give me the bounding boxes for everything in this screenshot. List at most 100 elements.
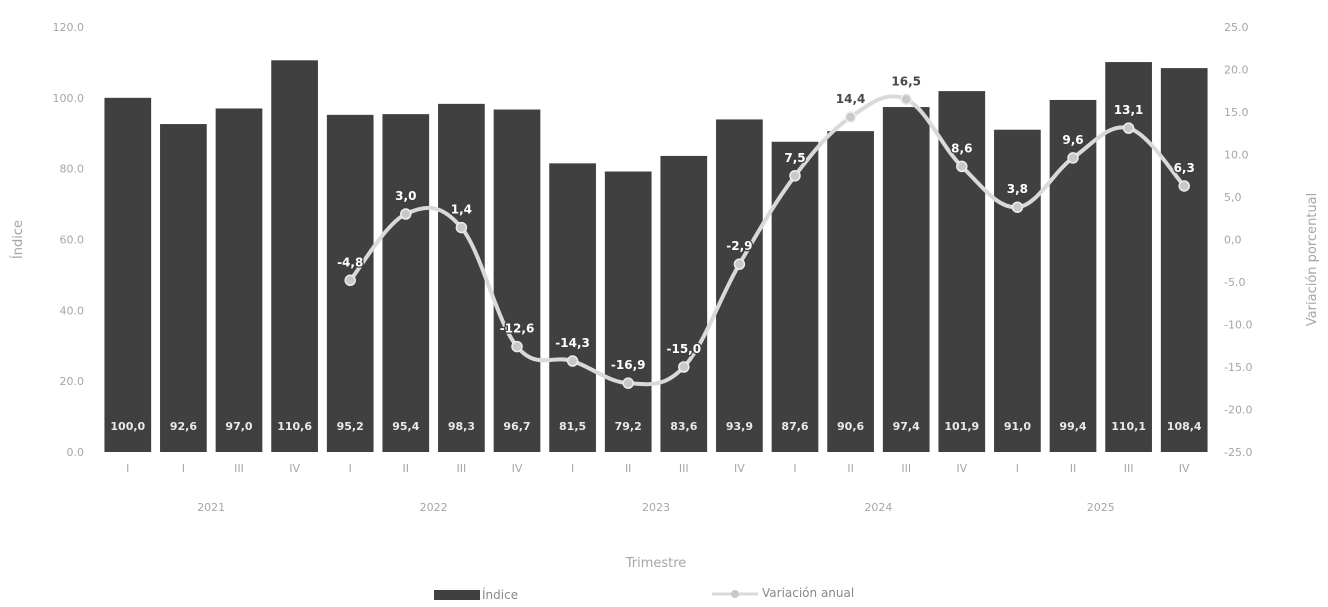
bar bbox=[493, 109, 541, 452]
line-data-label: 3,8 bbox=[1007, 182, 1028, 196]
x-group-label: 2023 bbox=[642, 501, 670, 514]
x-tick-label: IV bbox=[512, 462, 523, 475]
line-data-label: -4,8 bbox=[337, 255, 363, 269]
line-data-label: -16,9 bbox=[611, 358, 646, 372]
bar-data-label: 93,9 bbox=[726, 420, 753, 433]
bar-data-label: 91,0 bbox=[1004, 420, 1031, 433]
line-data-label: -2,9 bbox=[726, 239, 752, 253]
line-data-label: 9,6 bbox=[1062, 133, 1083, 147]
line-point bbox=[900, 93, 912, 105]
legend-label-indice: Índice bbox=[482, 587, 518, 602]
bar-data-label: 101,9 bbox=[944, 420, 979, 433]
x-tick-label: IV bbox=[1179, 462, 1190, 475]
y2-tick-label: 20.0 bbox=[1224, 64, 1249, 77]
y2-tick-label: 25.0 bbox=[1224, 21, 1249, 34]
bar-data-label: 90,6 bbox=[837, 420, 864, 433]
bar bbox=[215, 108, 263, 452]
x-tick-label: II bbox=[1070, 462, 1077, 475]
y2-tick-label: 0,0 bbox=[1224, 234, 1242, 247]
y2-tick-label: -10.0 bbox=[1224, 319, 1252, 332]
bar bbox=[382, 114, 430, 452]
line-data-label: -12,6 bbox=[500, 322, 535, 336]
x-tick-label: II bbox=[625, 462, 632, 475]
line-point bbox=[400, 208, 412, 220]
bar bbox=[994, 129, 1041, 453]
y2-axis-title: Variación porcentual bbox=[1305, 193, 1320, 326]
line-point bbox=[789, 170, 801, 182]
x-tick-label: III bbox=[234, 462, 244, 475]
bar bbox=[438, 103, 485, 453]
line-point bbox=[956, 160, 968, 173]
x-tick-label: III bbox=[901, 462, 911, 475]
x-tick-label: IV bbox=[289, 462, 300, 475]
bar bbox=[271, 60, 318, 453]
y-tick-label: 60.0 bbox=[60, 234, 85, 247]
bar bbox=[827, 131, 874, 452]
x-tick-label: I bbox=[126, 462, 129, 475]
x-tick-label: III bbox=[1124, 462, 1134, 475]
x-group-label: 2024 bbox=[864, 501, 892, 514]
legend-label-variacion-anual: Variación anual bbox=[762, 586, 854, 600]
line-data-label: 14,4 bbox=[836, 92, 866, 106]
x-axis-title: Trimestre bbox=[625, 556, 687, 571]
series-line-variacion-anual bbox=[348, 94, 1187, 387]
line-data-label: 16,5 bbox=[891, 74, 921, 88]
y2-tick-label: -15.0 bbox=[1224, 361, 1252, 374]
bar bbox=[1160, 68, 1208, 452]
line-data-label: 13,1 bbox=[1114, 103, 1144, 117]
y2-tick-label: 15.0 bbox=[1224, 106, 1249, 119]
y2-tick-label: -5.0 bbox=[1224, 276, 1245, 289]
bar bbox=[882, 107, 930, 453]
line-point bbox=[733, 258, 746, 270]
bar-data-label: 95,2 bbox=[337, 420, 364, 433]
y-tick-label: 40.0 bbox=[60, 304, 85, 317]
line-point bbox=[678, 361, 690, 373]
line-data-label: -15,0 bbox=[667, 342, 702, 356]
x-tick-label: III bbox=[457, 462, 467, 475]
y-tick-label: 80.0 bbox=[60, 163, 85, 176]
bar bbox=[160, 124, 207, 453]
line-point bbox=[344, 274, 356, 287]
bar-data-label: 100,0 bbox=[110, 420, 145, 433]
bar-data-label: 110,6 bbox=[277, 420, 312, 433]
x-group-label: 2022 bbox=[420, 501, 448, 514]
x-group-label: 2021 bbox=[197, 501, 225, 514]
bar-data-label: 79,2 bbox=[615, 420, 642, 433]
bar-data-label: 99,4 bbox=[1059, 420, 1086, 433]
x-tick-label: IV bbox=[734, 462, 745, 475]
bar bbox=[604, 171, 652, 452]
line-data-label: 3,0 bbox=[395, 189, 416, 203]
x-tick-label: I bbox=[349, 462, 352, 475]
bar bbox=[1105, 62, 1152, 452]
line-point bbox=[1122, 122, 1135, 134]
y-tick-label: 120.0 bbox=[53, 21, 85, 34]
y-tick-label: 20.0 bbox=[60, 375, 85, 388]
x-group-label: 2025 bbox=[1087, 501, 1115, 514]
line-point bbox=[622, 377, 634, 389]
x-tick-label: IV bbox=[956, 462, 967, 475]
line-point bbox=[1067, 152, 1079, 164]
y2-tick-label: 10.0 bbox=[1224, 149, 1249, 162]
x-tick-label: I bbox=[182, 462, 185, 475]
line-point bbox=[455, 221, 468, 234]
x-tick-label: I bbox=[571, 462, 574, 475]
legend-swatch-indice bbox=[434, 590, 480, 600]
x-tick-label: III bbox=[679, 462, 689, 475]
bar-data-label: 87,6 bbox=[781, 420, 808, 433]
bar bbox=[938, 91, 986, 453]
x-tick-label: II bbox=[403, 462, 410, 475]
bar-data-label: 96,7 bbox=[503, 420, 530, 433]
y-axis-title: Índice bbox=[10, 220, 26, 259]
line-point bbox=[1011, 201, 1024, 213]
bar-data-label: 97,0 bbox=[225, 420, 252, 433]
line-point bbox=[844, 111, 857, 123]
y2-tick-label: -20.0 bbox=[1224, 404, 1252, 417]
x-tick-label: I bbox=[793, 462, 796, 475]
bar-data-label: 110,1 bbox=[1111, 420, 1146, 433]
y-tick-label: 100.0 bbox=[53, 92, 85, 105]
line-data-label: -14,3 bbox=[555, 336, 590, 350]
bar-data-label: 108,4 bbox=[1167, 420, 1202, 433]
x-tick-label: II bbox=[847, 462, 854, 475]
